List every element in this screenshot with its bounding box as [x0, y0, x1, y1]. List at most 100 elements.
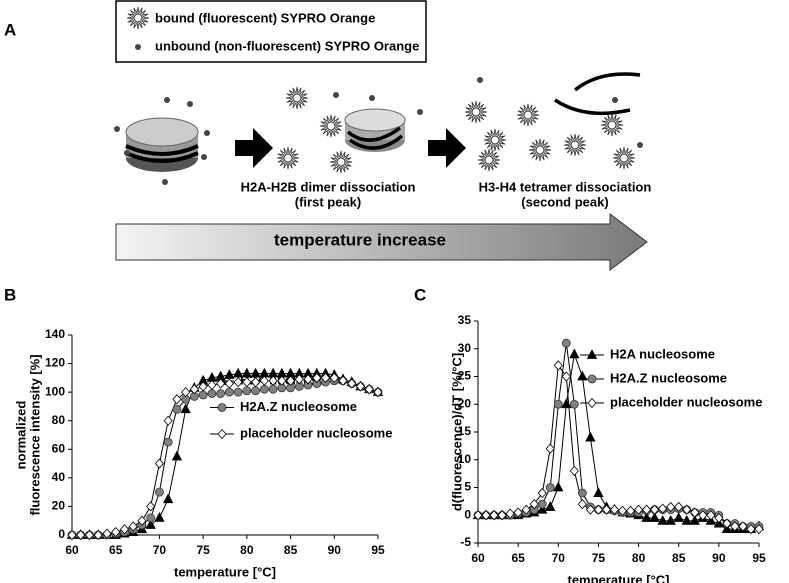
x-tick-label: 85 [284, 543, 298, 557]
marker-diamond [329, 372, 339, 383]
step-label: H2A-H2B dimer dissociation [241, 179, 416, 194]
y-tick-label: 80 [52, 413, 66, 427]
marker-circle [198, 390, 208, 400]
x-tick-label: 95 [752, 551, 766, 565]
sypro-core [471, 107, 481, 117]
marker-diamond [373, 387, 383, 398]
temperature-arrow [115, 212, 648, 272]
marker-diamond [128, 521, 138, 532]
marker-diamond [714, 512, 724, 524]
marker-triangle [585, 431, 596, 442]
x-tick-label: 80 [240, 543, 254, 557]
marker-diamond [690, 507, 700, 518]
sypro-unbound [162, 179, 168, 185]
marker-diamond [111, 527, 121, 538]
marker-circle [163, 437, 173, 447]
marker-diamond [102, 528, 112, 539]
panel-letter: A [4, 20, 16, 39]
marker-diamond [626, 505, 636, 516]
y-axis-label: normalized [13, 401, 28, 470]
y-tick-label: 10 [458, 452, 472, 466]
marker-diamond [473, 510, 483, 521]
marker-diamond [738, 521, 748, 532]
marker-diamond [355, 381, 366, 392]
legend-label: H2A.Z nucleosome [240, 399, 357, 414]
marker-triangle [586, 349, 598, 359]
legend-text: bound (fluorescent) SYPRO Orange [155, 10, 375, 25]
marker-triangle [689, 514, 700, 525]
marker-circle [242, 386, 252, 396]
sypro-unbound [417, 109, 423, 115]
y-tick-label: 25 [458, 369, 472, 383]
marker-diamond [489, 510, 499, 521]
marker-diamond [505, 508, 515, 519]
marker-diamond [642, 504, 652, 515]
y-tick-label: 20 [458, 396, 472, 410]
y-tick-label: 40 [52, 470, 66, 484]
y-tick-label: 0 [464, 507, 471, 521]
sypro-core [292, 93, 302, 103]
marker-diamond [481, 510, 491, 521]
marker-diamond [259, 375, 269, 386]
x-tick-label: 75 [196, 543, 210, 557]
marker-diamond [312, 372, 322, 383]
x-tick-label: 95 [371, 543, 385, 557]
marker-diamond [172, 394, 182, 405]
marker-diamond [189, 384, 199, 395]
legend-label: H2A nucleosome [610, 346, 715, 361]
x-tick-label: 90 [328, 543, 342, 557]
marker-diamond [146, 501, 156, 512]
marker-triangle [577, 370, 588, 381]
marker-diamond [321, 372, 331, 383]
marker-diamond [746, 524, 756, 535]
x-tick-label: 65 [109, 543, 123, 557]
marker-diamond [722, 518, 732, 529]
marker-triangle [673, 512, 684, 522]
marker-circle [537, 499, 547, 509]
y-axis-label: fluorescence intensity [%] [27, 354, 42, 515]
sypro-core [607, 120, 617, 130]
marker-triangle [163, 493, 174, 504]
marker-circle [577, 488, 587, 498]
sypro-core [535, 145, 545, 155]
marker-circle [587, 374, 597, 384]
nucleosome-partial [344, 108, 406, 152]
y-tick-label: 35 [458, 313, 472, 327]
marker-diamond [251, 377, 261, 388]
marker-diamond [364, 384, 374, 395]
x-tick-label: 75 [592, 551, 606, 565]
marker-diamond [569, 465, 579, 476]
marker-diamond [233, 377, 243, 388]
marker-diamond [754, 524, 764, 535]
sypro-core [326, 121, 336, 131]
marker-diamond [634, 504, 644, 515]
series-line [478, 364, 759, 530]
marker-diamond [137, 515, 147, 526]
sypro-unbound [201, 154, 207, 160]
marker-diamond [217, 428, 227, 440]
marker-diamond [706, 510, 716, 521]
marker-circle [217, 403, 227, 412]
x-tick-label: 70 [552, 551, 566, 565]
step-arrow [428, 128, 466, 168]
marker-diamond [277, 375, 287, 386]
legend-label: placeholder nucleosome [240, 425, 392, 440]
marker-circle [216, 389, 226, 398]
marker-triangle [641, 512, 652, 522]
dot-icon [135, 44, 141, 50]
dna-strand [554, 72, 641, 116]
sypro-unbound [477, 77, 483, 83]
marker-diamond [658, 503, 668, 514]
legend-label: placeholder nucleosome [610, 394, 762, 409]
step-arrow [235, 128, 273, 168]
sypro-core [336, 157, 346, 167]
marker-diamond [617, 505, 628, 516]
marker-circle [561, 338, 571, 348]
marker-triangle [681, 514, 692, 525]
marker-triangle [593, 487, 604, 497]
marker-diamond [119, 524, 129, 535]
marker-diamond [347, 378, 357, 389]
marker-diamond [521, 504, 531, 515]
sypro-core [490, 135, 500, 145]
